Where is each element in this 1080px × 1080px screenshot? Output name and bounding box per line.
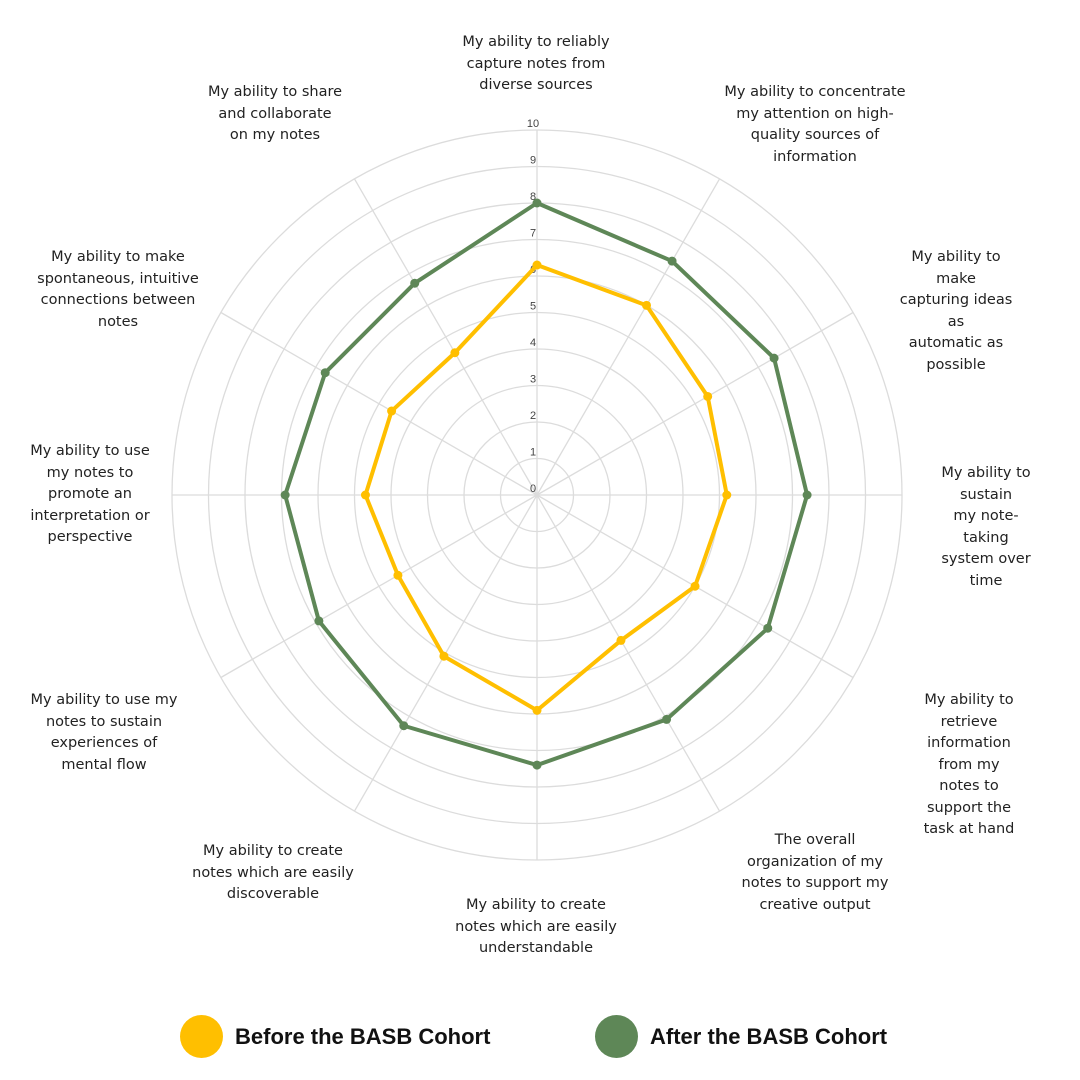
grid-spoke [536, 178, 721, 496]
data-point-after [802, 490, 812, 500]
tick-label: 0 [530, 483, 536, 495]
legend-item-before: Before the BASB Cohort [180, 1015, 490, 1058]
data-point-before [439, 651, 449, 661]
data-point-before [387, 406, 397, 416]
data-point-after [532, 198, 542, 208]
grid-spoke [220, 311, 538, 496]
data-point-after [280, 490, 290, 500]
data-point-before [393, 570, 403, 580]
data-point-before [642, 300, 651, 310]
data-point-before [690, 581, 700, 591]
grid-spoke [536, 494, 721, 812]
tick-label: 10 [527, 118, 539, 130]
data-point-after [320, 368, 330, 378]
tick-label: 1 [530, 447, 536, 459]
axis-label-6: My ability to create notes which are eas… [455, 897, 617, 956]
series-line-after [283, 201, 810, 768]
data-point-before [722, 490, 732, 500]
tick-label: 9 [530, 155, 536, 167]
axis-label-2: My ability to make capturing ideas as au… [899, 249, 1013, 373]
axis-label-7: My ability to create notes which are eas… [192, 843, 354, 902]
axis-label-5: The overall organization of my notes to … [741, 832, 889, 913]
legend-label-after: After the BASB Cohort [650, 1023, 888, 1049]
grid-spoke [220, 494, 538, 679]
data-point-before [532, 705, 542, 715]
data-point-after [763, 623, 773, 633]
series-line-before [363, 263, 729, 713]
tick-label: 3 [530, 374, 536, 386]
data-point-after [399, 721, 409, 731]
tick-label: 4 [530, 337, 536, 349]
axis-label-8: My ability to use my notes to sustain ex… [30, 692, 178, 773]
legend-swatch-before [180, 1015, 223, 1058]
tick-label: 2 [530, 410, 536, 422]
legend-item-after: After the BASB Cohort [595, 1015, 887, 1058]
data-point-after [314, 616, 324, 626]
axis-label-0: My ability to reliably capture notes fro… [462, 34, 610, 93]
data-point-after [769, 353, 779, 363]
axis-label-11: My ability to share and collaborate on m… [207, 84, 343, 143]
axis-label-4: My ability to retrieve information from … [923, 692, 1015, 837]
data-point-after [410, 278, 420, 288]
grid-spoke [536, 311, 854, 496]
data-point-before [360, 490, 370, 500]
axis-label-1: My ability to concentrate my attention o… [724, 84, 906, 165]
data-point-before [450, 348, 460, 358]
data-point-before [703, 391, 713, 401]
grid-spoke [353, 178, 538, 496]
legend-label-before: Before the BASB Cohort [235, 1023, 491, 1049]
tick-label: 7 [530, 228, 536, 240]
data-point-after [667, 256, 677, 266]
tick-label: 5 [530, 301, 536, 313]
data-point-before [532, 260, 542, 270]
tick-label: 8 [530, 191, 536, 203]
axis-label-9: My ability to use my notes to promote an… [30, 443, 150, 545]
data-point-after [532, 760, 542, 770]
data-point-after [662, 714, 672, 724]
data-point-before [616, 635, 626, 645]
axis-label-3: My ability to sustain my note-taking sys… [941, 465, 1031, 589]
axis-label-10: My ability to make spontaneous, intuitiv… [37, 249, 199, 330]
legend-swatch-after [595, 1015, 638, 1058]
